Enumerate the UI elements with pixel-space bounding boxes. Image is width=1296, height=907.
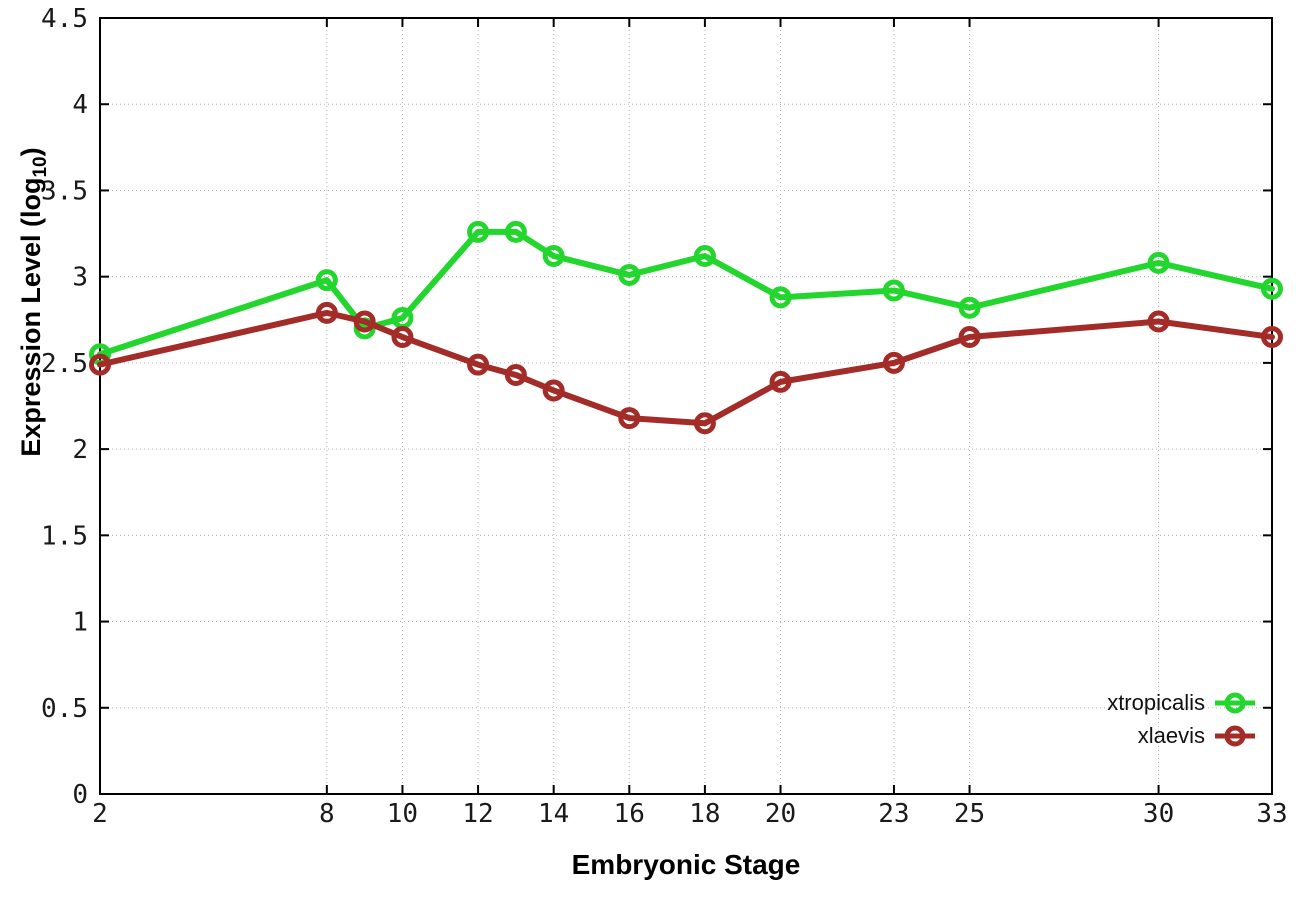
data-point-xtropicalis (504, 220, 527, 243)
x-tick-label: 12 (462, 799, 493, 829)
y-tick-label: 3 (72, 263, 88, 293)
data-point-xlaevis (958, 326, 981, 349)
data-point-xtropicalis (542, 244, 565, 267)
data-point-xlaevis (1261, 326, 1283, 349)
data-point-xlaevis (353, 310, 376, 333)
data-point-xlaevis (391, 326, 414, 349)
x-tick-label: 8 (319, 799, 335, 829)
x-tick-label: 30 (1143, 799, 1174, 829)
data-point-xlaevis (882, 351, 905, 374)
xtropicalis-marker-icon (1214, 688, 1256, 718)
data-point-xtropicalis (958, 296, 981, 319)
legend: xtropicalis xlaevis (1107, 686, 1256, 752)
y-tick-label: 0 (72, 780, 88, 810)
data-point-xlaevis (89, 353, 111, 376)
x-tick-label: 10 (387, 799, 418, 829)
data-point-xlaevis (1147, 310, 1170, 333)
data-point-xtropicalis (693, 244, 716, 267)
data-point-xlaevis (315, 301, 338, 324)
x-tick-label: 20 (765, 799, 796, 829)
legend-sample-marker (1224, 692, 1246, 713)
x-tick-label: 2 (92, 799, 108, 829)
x-axis-title: Embryonic Stage (571, 849, 801, 880)
x-tick-label: 23 (878, 799, 909, 829)
xlaevis-marker-icon (1214, 721, 1256, 751)
x-tick-label: 25 (954, 799, 985, 829)
legend-item-xlaevis: xlaevis (1107, 719, 1256, 752)
y-axis-title-text: Expression Level (log (16, 177, 46, 457)
data-point-xlaevis (618, 407, 641, 430)
legend-sample-marker (1224, 725, 1246, 746)
plot-border (99, 17, 1273, 795)
legend-sample-svg (1215, 692, 1255, 713)
data-point-xlaevis (693, 412, 716, 435)
y-axis-title-close: ) (16, 147, 46, 157)
data-point-xlaevis (504, 363, 527, 386)
data-point-xlaevis (769, 370, 792, 393)
y-axis-title-subscript: 10 (30, 156, 51, 178)
y-tick-label: 4 (72, 90, 88, 120)
data-point-xtropicalis (1147, 251, 1170, 274)
y-tick-label: 1 (72, 608, 88, 638)
legend-sample-svg (1215, 725, 1255, 746)
data-point-xtropicalis (882, 279, 905, 302)
x-tick-label: 16 (614, 799, 645, 829)
data-point-xtropicalis (315, 269, 338, 292)
y-tick-label: 1.5 (41, 521, 88, 551)
x-tick-label: 33 (1256, 799, 1287, 829)
data-point-xlaevis (542, 379, 565, 402)
y-axis-title: Expression Level (log10) (16, 41, 51, 563)
y-tick-label: 0.5 (41, 694, 88, 724)
series-line-xlaevis (97, 309, 1275, 427)
series-line-xtropicalis (97, 228, 1275, 358)
data-point-xtropicalis (467, 220, 490, 243)
data-point-xtropicalis (618, 263, 641, 286)
y-tick-label: 4.5 (41, 4, 88, 34)
data-point-xtropicalis (1261, 277, 1283, 300)
legend-item-xtropicalis: xtropicalis (1107, 686, 1256, 719)
x-tick-label: 14 (538, 799, 569, 829)
y-tick-label: 3.5 (41, 176, 88, 206)
data-point-xtropicalis (769, 286, 792, 309)
y-tick-label: 2.5 (41, 349, 88, 379)
y-tick-label: 2 (72, 435, 88, 465)
legend-label-xtropicalis: xtropicalis (1107, 689, 1205, 715)
legend-label-xlaevis: xlaevis (1137, 722, 1205, 748)
data-point-xlaevis (467, 353, 490, 376)
x-tick-label: 18 (689, 799, 720, 829)
